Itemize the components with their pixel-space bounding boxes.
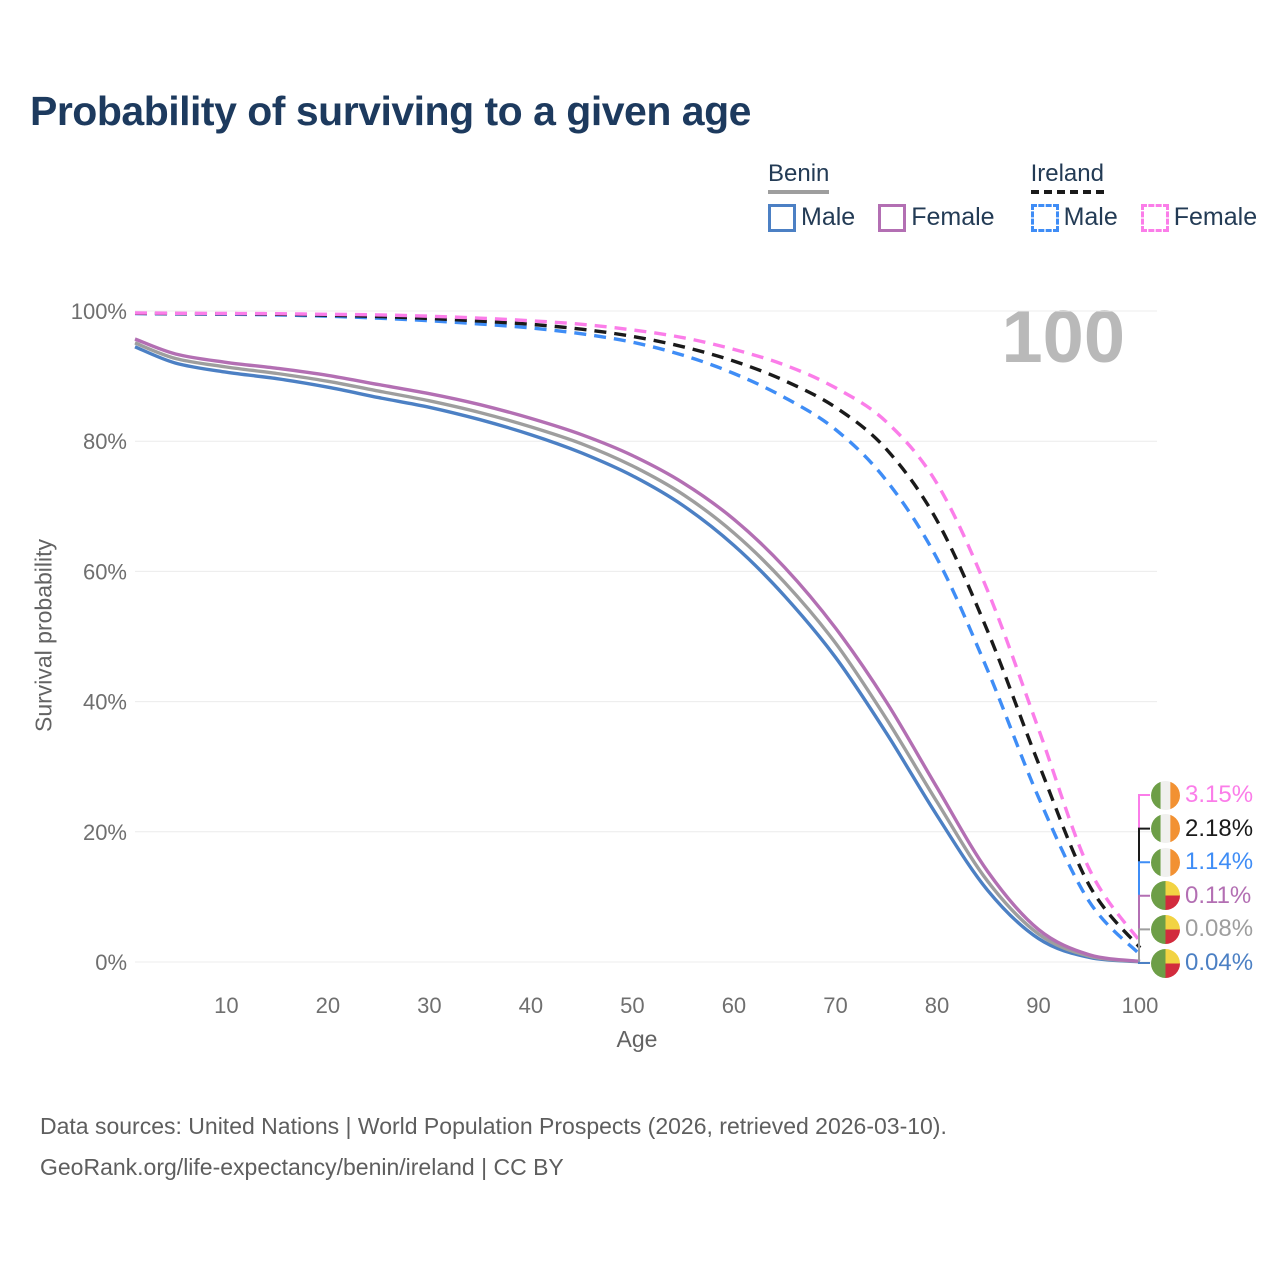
series-line-ireland-male[interactable] <box>134 311 1142 956</box>
legend-group-ireland: Ireland Male Female <box>1030 160 1258 232</box>
legend-group-benin: Benin Male Female <box>768 160 995 232</box>
end-label-leader-ireland-male <box>1138 861 1150 955</box>
footer-line-2: GeoRank.org/life-expectancy/benin/irelan… <box>40 1154 564 1180</box>
age-watermark: 100 <box>1001 295 1125 378</box>
ireland-female-swatch-icon <box>1140 203 1169 232</box>
series-line-ireland-both[interactable] <box>134 311 1142 949</box>
end-label-leader-ireland-female <box>1138 794 1150 942</box>
ireland-male-swatch-icon <box>1030 203 1059 232</box>
footer-line-1: Data sources: United Nations | World Pop… <box>40 1113 947 1139</box>
x-tick-label: 60 <box>722 993 746 1018</box>
end-label-leader-benin-male <box>1138 961 1150 964</box>
y-tick-label: 60% <box>83 559 127 584</box>
chart-legend: Benin Male Female Ireland Male <box>768 160 1257 232</box>
legend-item-ireland-male[interactable]: Male <box>1030 203 1118 232</box>
x-tick-label: 20 <box>316 993 340 1018</box>
legend-item-benin-male[interactable]: Male <box>768 203 855 232</box>
legend-item-label: Female <box>911 203 995 231</box>
benin-female-swatch-icon <box>878 203 907 232</box>
x-tick-label: 10 <box>214 993 238 1018</box>
series-line-ireland-female[interactable] <box>134 311 1142 943</box>
x-tick-label: 90 <box>1026 993 1050 1018</box>
page-title: Probability of surviving to a given age <box>30 88 751 134</box>
legend-item-ireland-female[interactable]: Female <box>1140 203 1258 232</box>
x-tick-label: 70 <box>823 993 847 1018</box>
legend-item-label: Male <box>1063 203 1118 231</box>
end-label-leader-benin-both <box>1138 928 1150 962</box>
y-tick-label: 40% <box>83 690 127 715</box>
y-tick-label: 20% <box>83 820 127 845</box>
x-tick-label: 30 <box>417 993 441 1018</box>
y-tick-label: 0% <box>95 950 127 975</box>
x-tick-label: 80 <box>925 993 949 1018</box>
x-tick-label: 100 <box>1122 993 1159 1018</box>
y-tick-label: 100% <box>71 299 127 324</box>
data-source-footer: Data sources: United Nations | World Pop… <box>40 1106 947 1188</box>
series-line-benin-female[interactable] <box>134 337 1141 963</box>
legend-item-benin-female[interactable]: Female <box>878 203 995 232</box>
y-tick-label: 80% <box>83 429 127 454</box>
x-tick-label: 50 <box>620 993 644 1018</box>
series-line-benin-both[interactable] <box>134 341 1141 964</box>
legend-item-label: Female <box>1173 203 1258 231</box>
x-axis-title: Age <box>616 1026 658 1052</box>
legend-header-ireland: Ireland <box>1030 160 1104 194</box>
legend-header-benin: Benin <box>768 160 830 194</box>
benin-male-swatch-icon <box>768 203 796 232</box>
series-line-benin-male[interactable] <box>134 345 1141 964</box>
x-tick-label: 40 <box>519 993 543 1018</box>
legend-item-label: Male <box>801 203 856 231</box>
